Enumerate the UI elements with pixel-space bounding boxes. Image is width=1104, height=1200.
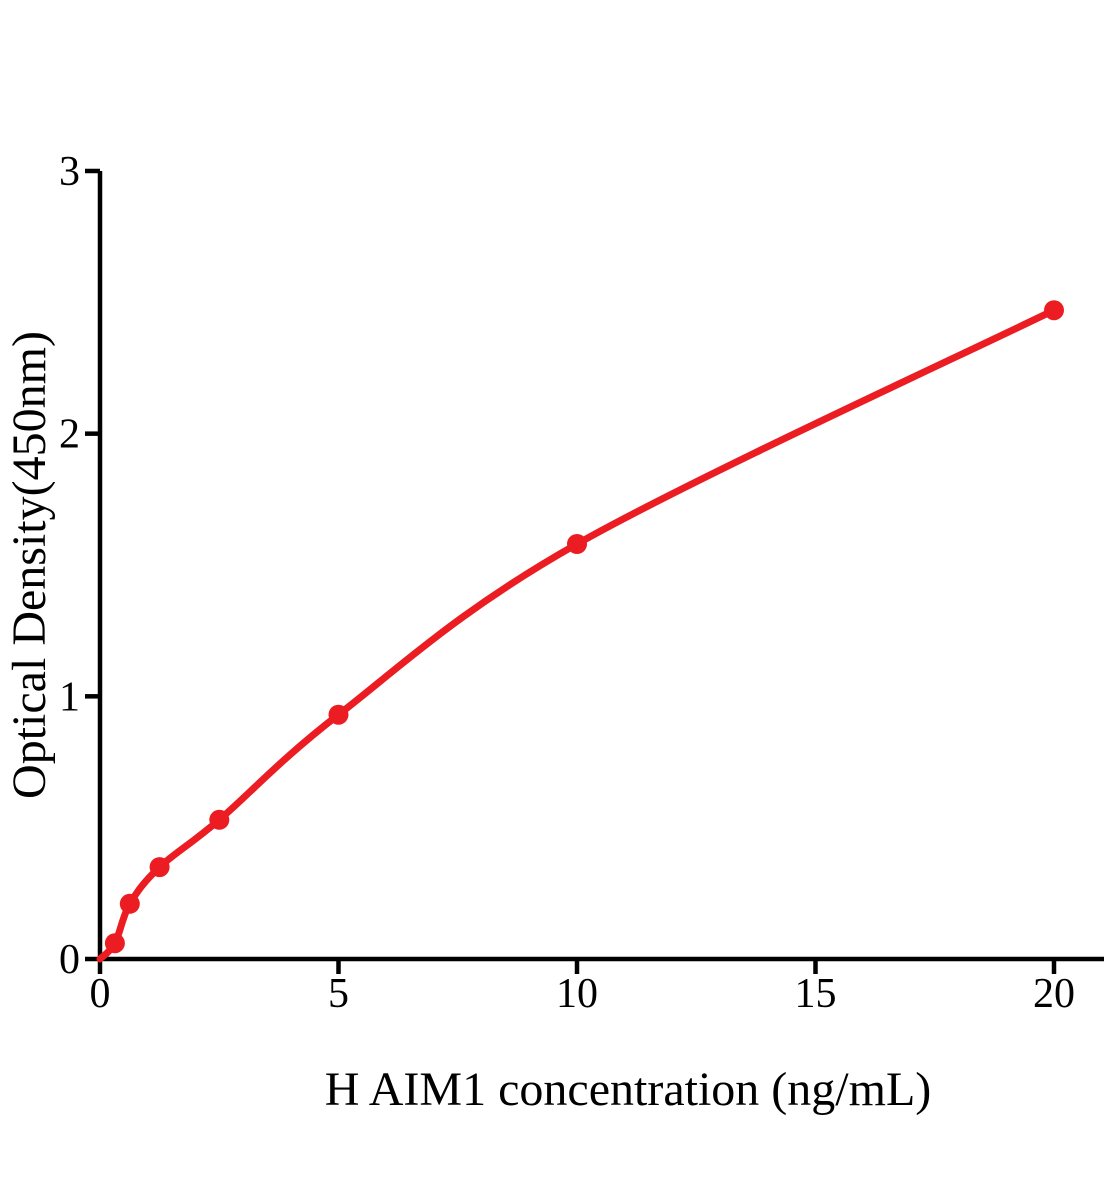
- data-point: [119, 893, 140, 914]
- x-tick-label: 0: [90, 971, 111, 1017]
- data-point: [149, 857, 170, 878]
- data-series: [96, 300, 1064, 963]
- x-tick-label: 10: [556, 971, 598, 1017]
- tick-marks-and-labels: 0 1 2 3 0 5 10 15 20: [59, 149, 1075, 1017]
- x-tick-label: 15: [795, 971, 837, 1017]
- y-tick-label: 2: [59, 412, 80, 458]
- y-tick-label: 1: [59, 674, 80, 720]
- data-point: [209, 809, 230, 830]
- x-axis-title: H AIM1 concentration (ng/mL): [325, 1063, 932, 1116]
- fit-curve-line: [96, 306, 1058, 963]
- y-axis-title: Optical Density(450nm): [3, 331, 56, 799]
- y-tick-label: 3: [59, 149, 80, 195]
- x-tick-label: 20: [1033, 971, 1075, 1017]
- data-point: [1044, 300, 1064, 321]
- axes: [97, 171, 1104, 962]
- data-point: [104, 933, 125, 954]
- data-point: [567, 534, 587, 554]
- y-tick-label: 0: [59, 937, 80, 983]
- data-point: [328, 704, 349, 725]
- x-tick-label: 5: [328, 971, 349, 1017]
